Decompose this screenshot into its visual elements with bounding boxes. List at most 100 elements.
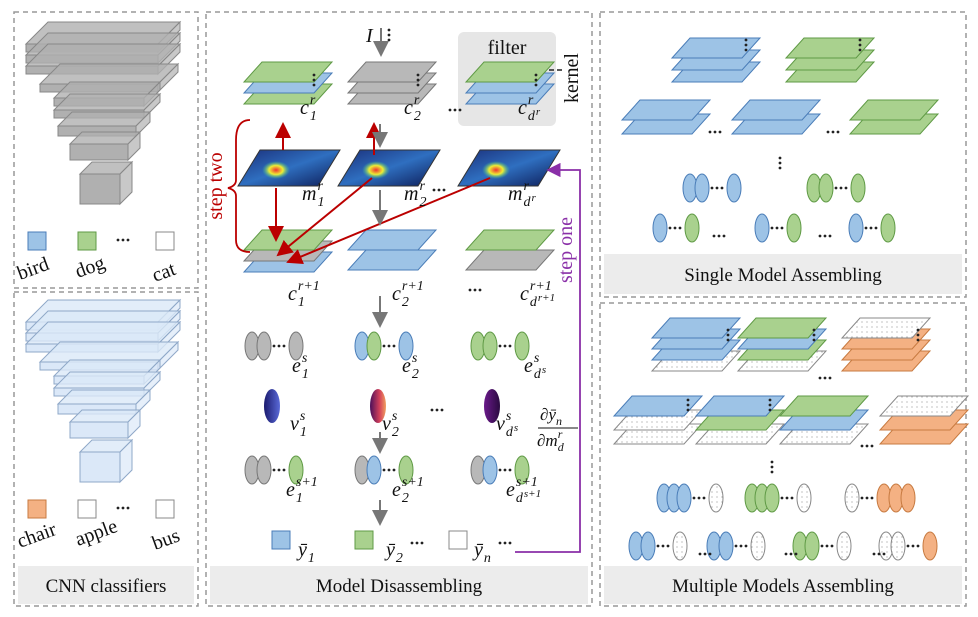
ellipsis-dot xyxy=(656,544,660,548)
ellipsis-dot xyxy=(121,506,125,510)
math-superscript: r+1 xyxy=(298,279,320,294)
layer-side xyxy=(127,130,141,162)
ellipsis-dot xyxy=(882,552,886,556)
ellipsis-dot xyxy=(410,541,414,545)
ellipsis-dot xyxy=(686,398,690,402)
math-superscript: s xyxy=(506,409,512,424)
feature-plate xyxy=(464,249,556,271)
ellipsis-dot xyxy=(869,226,873,230)
math-subscript: 1 xyxy=(296,491,303,506)
ellipsis-dot xyxy=(508,468,512,472)
feature-plate xyxy=(242,61,334,83)
layer-front xyxy=(69,143,129,161)
ellipsis-dot xyxy=(503,468,507,472)
math-symbol: m xyxy=(508,183,522,205)
ellipsis-dot xyxy=(785,496,789,500)
ellipsis-dot xyxy=(744,43,748,47)
math-subscript-superscript: s xyxy=(514,422,518,434)
math-superscript: r+1 xyxy=(402,279,424,294)
layer-top xyxy=(38,63,180,85)
feature-plate xyxy=(848,99,940,121)
channel-kernel xyxy=(726,173,742,203)
ellipsis-dot xyxy=(392,344,396,348)
legend-swatch xyxy=(155,231,175,251)
ellipsis-dot xyxy=(713,130,717,134)
ellipsis-dot xyxy=(864,226,868,230)
caption-bar xyxy=(604,254,962,294)
legend-swatch xyxy=(77,499,97,519)
channel-kernel xyxy=(786,213,802,243)
ellipsis-dot xyxy=(828,234,832,238)
ellipsis-dot xyxy=(770,226,774,230)
ellipsis-dot xyxy=(478,288,482,292)
feature-plate xyxy=(620,99,712,121)
ellipsis-dot xyxy=(720,186,724,190)
math-symbol: e xyxy=(286,479,295,501)
math-subscript: d xyxy=(528,109,536,124)
ellipsis-dot xyxy=(312,78,316,82)
ellipsis-dot xyxy=(823,376,827,380)
math-subscript: 1 xyxy=(302,367,309,382)
channel-kernel xyxy=(804,531,820,561)
channel-kernel xyxy=(818,173,834,203)
ellipsis-dot xyxy=(387,468,391,472)
math-symbol: c xyxy=(520,283,529,305)
math-subscript: 2 xyxy=(392,425,399,440)
channel-kernel xyxy=(672,531,688,561)
ellipsis-dot xyxy=(392,468,396,472)
ellipsis-dot xyxy=(836,130,840,134)
importance-vector xyxy=(264,389,280,423)
channel-kernel xyxy=(398,331,414,361)
channel-kernel xyxy=(890,531,906,561)
ellipsis-dot xyxy=(272,468,276,472)
channel-kernel xyxy=(256,331,272,361)
math-subscript: 1 xyxy=(317,195,324,210)
ellipsis-dot xyxy=(860,496,864,500)
channel-kernel xyxy=(640,531,656,561)
ellipsis-dot xyxy=(916,328,920,332)
math-symbol: e xyxy=(392,479,401,501)
ellipsis-dot xyxy=(916,338,920,342)
ellipsis-dot xyxy=(498,541,502,545)
derivative-den-sup: r xyxy=(558,427,563,441)
math-superscript: s xyxy=(300,409,306,424)
ellipsis-dot xyxy=(916,333,920,337)
ellipsis-dot xyxy=(778,161,782,165)
channel-kernel xyxy=(900,483,916,513)
ellipsis-dot xyxy=(780,496,784,500)
ellipsis-dot xyxy=(415,541,419,545)
math-subscript: 2 xyxy=(419,195,426,210)
feature-plate xyxy=(730,99,822,121)
saliency-hotspot xyxy=(262,161,290,179)
channel-kernel xyxy=(256,455,272,485)
ellipsis-dot xyxy=(744,48,748,52)
ellipsis-dot xyxy=(702,496,706,500)
ellipsis-dot xyxy=(858,43,862,47)
ellipsis-dot xyxy=(844,186,848,190)
math-symbol: ȳ xyxy=(296,539,308,561)
ellipsis-dot xyxy=(312,83,316,87)
ellipsis-dot xyxy=(794,552,798,556)
ellipsis-dot xyxy=(828,376,832,380)
channel-kernel xyxy=(684,213,700,243)
ellipsis-dot xyxy=(718,130,722,134)
derivative-num: ∂ȳ xyxy=(540,405,556,424)
ellipsis-dot xyxy=(387,38,391,42)
math-superscript: s xyxy=(392,409,398,424)
channel-kernel xyxy=(694,173,710,203)
ellipsis-dot xyxy=(710,186,714,190)
feature-plate xyxy=(346,61,438,83)
ellipsis-dot xyxy=(458,108,462,112)
ellipsis-dot xyxy=(789,552,793,556)
channel-kernel xyxy=(676,483,692,513)
ellipsis-dot xyxy=(790,496,794,500)
ellipsis-dot xyxy=(770,460,774,464)
channel-kernel xyxy=(652,213,668,243)
layer-side xyxy=(119,160,133,206)
math-subscript: 1 xyxy=(308,551,315,566)
ellipsis-dot xyxy=(726,333,730,337)
channel-kernel xyxy=(708,483,724,513)
ellipsis-dot xyxy=(453,108,457,112)
math-subscript: d xyxy=(516,491,524,506)
